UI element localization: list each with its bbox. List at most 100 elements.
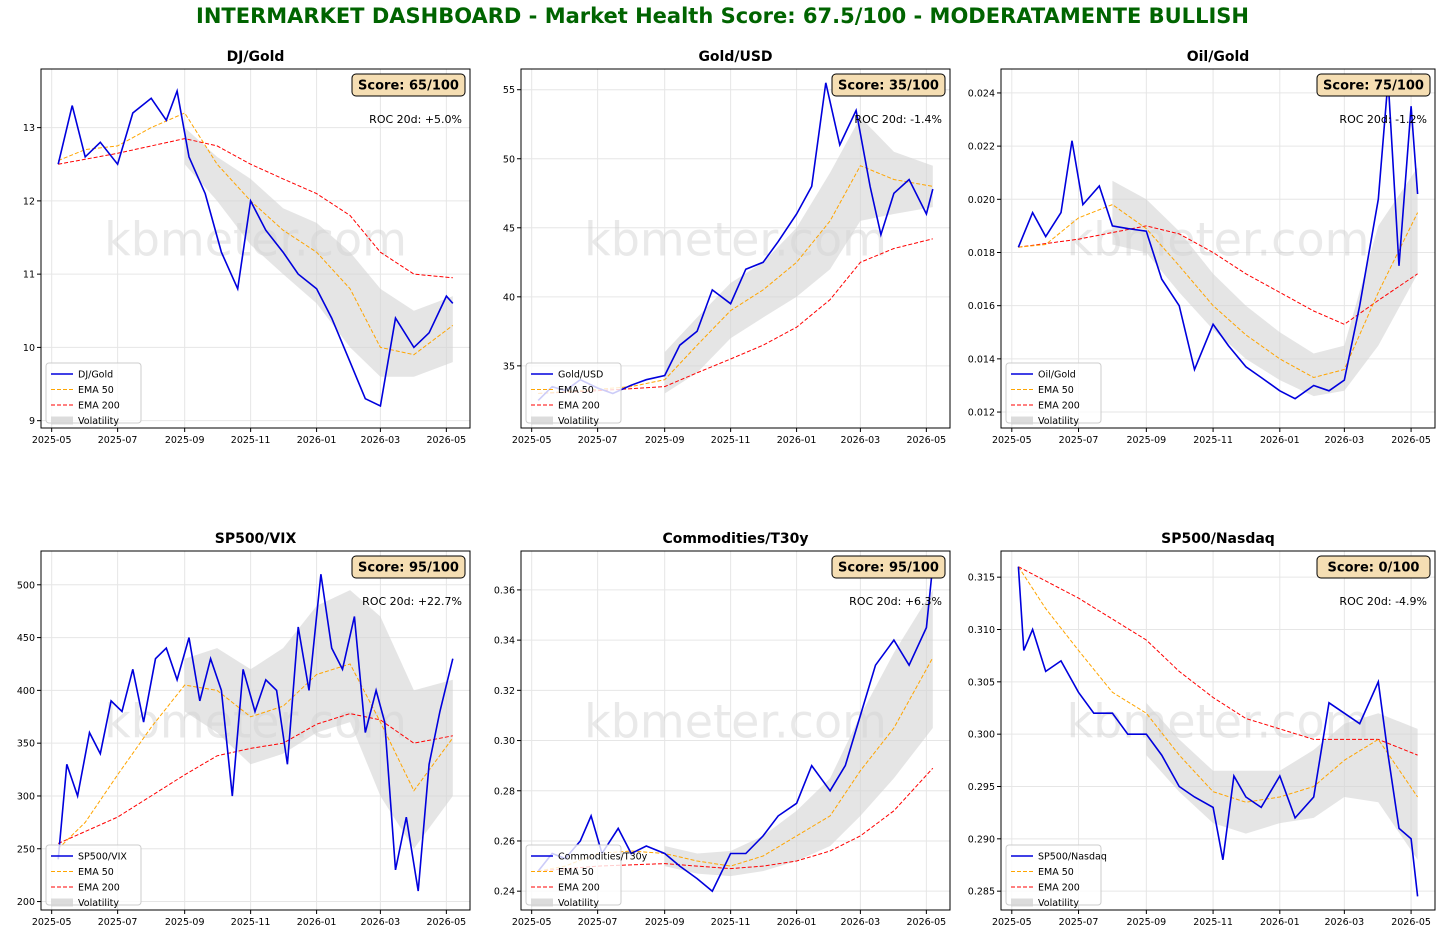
- volatility-band: [184, 590, 453, 849]
- legend-label: SP500/VIX: [78, 852, 127, 863]
- legend-label: EMA 200: [1038, 401, 1080, 412]
- x-tick-label: 2025-05: [32, 435, 72, 445]
- score-label: Score: 75/100: [1323, 79, 1424, 94]
- y-tick-label: 500: [17, 580, 35, 591]
- plot-frame: [1000, 550, 1436, 911]
- score-box: [831, 555, 946, 579]
- chart-panel-sp500-vix: SP500/VIX 2025-05 2025-07 2025-09 2025-11 202…: [0, 522, 480, 928]
- legend-label: EMA 200: [78, 401, 120, 412]
- x-tick-label: 2025-11: [1193, 917, 1233, 927]
- chart-panel-commodities-t30y: Commodities/T30y 2025-05 2025-07 2025-09 202…: [480, 522, 960, 928]
- y-tick-label: 0.020: [968, 195, 995, 206]
- chart-svg-gold-usd: Gold/USD 2025-05 2025-07 2025-09 2025-11 2026…: [503, 49, 951, 446]
- x-tick-label: 2026-03: [841, 435, 881, 445]
- y-tick-label: 0.016: [968, 301, 995, 312]
- chart-panel-dj-gold: DJ/Gold 2025-05 2025-07 2025-09 2025-11 2026-…: [0, 40, 480, 446]
- chart-svg-sp500-vix: SP500/VIX 2025-05 2025-07 2025-09 2025-11 202…: [17, 531, 471, 928]
- roc-label: ROC 20d: +6.3%: [849, 595, 942, 608]
- plot-frame: [520, 550, 951, 911]
- chart-title-sp500-nasdaq: SP500/Nasdaq: [1161, 531, 1275, 547]
- plot-frame: [520, 68, 951, 429]
- legend-box: [45, 844, 142, 906]
- chart-panel-oil-gold: Oil/Gold 2025-05 2025-07 2025-09 2025-11 2026…: [960, 40, 1445, 446]
- y-tick-label: 45: [503, 223, 515, 234]
- y-tick-label: 12: [23, 196, 35, 207]
- x-tick-label: 2025-07: [98, 435, 138, 445]
- x-tick-label: 2025-05: [512, 917, 552, 927]
- x-tick-label: 2026-01: [297, 435, 337, 445]
- y-tick-label: 200: [17, 897, 35, 908]
- y-tick-label: 0.28: [494, 786, 515, 797]
- legend-swatch-volatility: [1011, 416, 1033, 425]
- roc-label: ROC 20d: +22.7%: [362, 595, 462, 608]
- price-line: [57, 87, 454, 408]
- legend-label: EMA 50: [1038, 385, 1074, 396]
- roc-label: ROC 20d: -1.4%: [854, 113, 942, 126]
- x-tick-label: 2025-09: [1126, 435, 1166, 445]
- x-tick-label: 2026-01: [777, 917, 817, 927]
- x-tick-label: 2025-07: [578, 917, 618, 927]
- chart-svg-sp500-nasdaq: SP500/Nasdaq 2025-05 2025-07 2025-09 2025-11…: [968, 531, 1436, 928]
- score-box: [831, 73, 946, 97]
- y-tick-label: 0.014: [968, 354, 995, 365]
- x-tick-label: 2026-05: [427, 917, 467, 927]
- chart-title-dj-gold: DJ/Gold: [227, 49, 285, 65]
- x-tick-label: 2025-09: [645, 435, 685, 445]
- y-tick-label: 0.30: [494, 736, 515, 747]
- x-tick-label: 2025-05: [992, 435, 1032, 445]
- y-tick-label: 35: [503, 361, 515, 372]
- legend-swatch-volatility: [531, 416, 553, 425]
- plot-frame: [40, 550, 471, 911]
- legend-label: Gold/USD: [558, 370, 603, 381]
- legend-box: [45, 362, 142, 424]
- score-label: Score: 95/100: [358, 561, 459, 576]
- price-line: [1017, 566, 1419, 897]
- x-tick-label: 2026-03: [361, 917, 401, 927]
- y-tick-label: 400: [17, 686, 35, 697]
- watermark: kbmeter.com: [584, 695, 887, 749]
- ema200-line: [538, 238, 933, 394]
- legend-label: SP500/Nasdaq: [1038, 852, 1107, 863]
- x-tick-label: 2026-01: [1260, 917, 1300, 927]
- y-tick-label: 0.36: [494, 585, 515, 596]
- y-tick-label: 50: [503, 154, 515, 165]
- x-tick-label: 2026-03: [1324, 917, 1364, 927]
- x-tick-label: 2026-01: [777, 435, 817, 445]
- chart-svg-commodities-t30y: Commodities/T30y 2025-05 2025-07 2025-09 202…: [494, 531, 951, 928]
- y-tick-label: 13: [23, 123, 35, 134]
- plot-frame: [1000, 68, 1436, 429]
- roc-label: ROC 20d: -1.2%: [1339, 113, 1427, 126]
- legend-label: Commodities/T30y: [558, 852, 648, 863]
- y-tick-label: 55: [503, 85, 515, 96]
- plot-area: [1017, 79, 1419, 400]
- x-tick-label: 2025-11: [711, 435, 751, 445]
- x-tick-label: 2025-09: [165, 435, 205, 445]
- x-tick-label: 2026-03: [841, 917, 881, 927]
- legend-box: [1005, 362, 1102, 424]
- ema200-line: [1018, 566, 1418, 756]
- ema50-line: [1018, 204, 1419, 379]
- legend-swatch-volatility: [1011, 898, 1033, 907]
- y-tick-label: 0.34: [494, 636, 515, 647]
- chart-panel-sp500-nasdaq: SP500/Nasdaq 2025-05 2025-07 2025-09 2025-11…: [960, 522, 1445, 928]
- volatility-band: [664, 589, 933, 877]
- chart-title-oil-gold: Oil/Gold: [1187, 49, 1250, 65]
- x-tick-label: 2025-11: [711, 917, 751, 927]
- legend-label: EMA 50: [78, 385, 114, 396]
- y-tick-label: 0.310: [968, 625, 995, 636]
- x-tick-label: 2025-05: [512, 435, 552, 445]
- score-label: Score: 65/100: [358, 79, 459, 94]
- x-tick-label: 2026-05: [907, 435, 947, 445]
- legend-label: EMA 50: [558, 867, 594, 878]
- x-tick-label: 2025-05: [32, 917, 72, 927]
- price-line: [1017, 79, 1419, 400]
- y-tick-label: 9: [29, 416, 35, 427]
- x-tick-label: 2026-05: [1391, 917, 1431, 927]
- volatility-band: [664, 117, 933, 394]
- legend-label: EMA 50: [1038, 867, 1074, 878]
- legend-label: EMA 200: [558, 883, 600, 894]
- legend-label: EMA 50: [78, 867, 114, 878]
- score-box: [1316, 73, 1431, 97]
- plot-area: [1017, 566, 1419, 897]
- y-tick-label: 0.012: [968, 408, 995, 419]
